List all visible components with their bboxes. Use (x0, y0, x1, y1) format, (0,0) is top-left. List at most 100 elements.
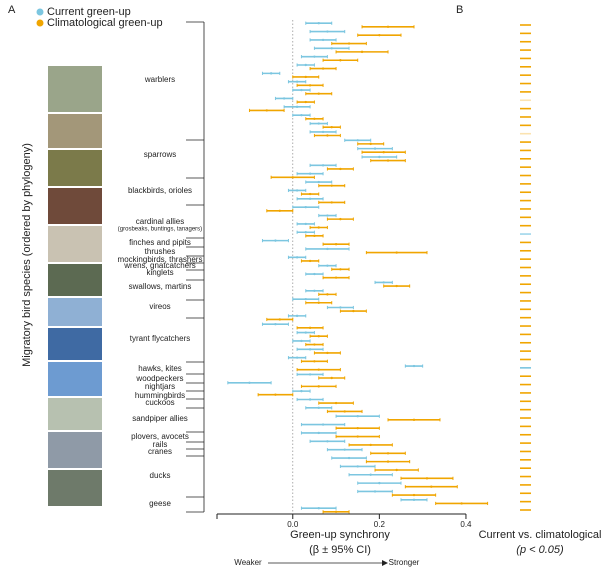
error-bar (296, 330, 315, 335)
point (412, 498, 416, 502)
point (395, 284, 398, 288)
error-bar (435, 501, 489, 506)
group-label: plovers, avocets (131, 432, 189, 441)
error-bar (404, 364, 424, 368)
error-bar (292, 205, 320, 209)
point (304, 231, 307, 234)
error-bar (326, 217, 354, 221)
error-bar (296, 222, 315, 226)
point (412, 418, 416, 422)
point (304, 222, 307, 226)
point (430, 485, 433, 488)
point (295, 80, 299, 83)
error-bar (305, 21, 333, 25)
error-bar (370, 158, 406, 163)
error-bar (296, 172, 324, 176)
point (326, 30, 329, 33)
point (343, 410, 346, 413)
point (343, 448, 346, 451)
point (382, 151, 385, 154)
error-bar (322, 276, 350, 280)
error-bar (326, 409, 363, 414)
error-bar (344, 138, 372, 142)
point (304, 75, 307, 79)
error-bar (300, 384, 337, 388)
photo (48, 264, 102, 296)
photo (48, 114, 102, 148)
group-label: vireos (149, 302, 170, 311)
error-bar (318, 401, 354, 405)
error-bar (400, 498, 428, 502)
photo (48, 432, 102, 468)
error-bar (300, 192, 320, 196)
error-bar (300, 422, 346, 427)
error-bar (322, 58, 359, 62)
error-bar (313, 351, 341, 355)
direction-label: Weaker (234, 558, 262, 567)
point (326, 264, 329, 267)
error-bar (309, 334, 328, 338)
x-axis-label: Green-up synchrony (290, 529, 390, 541)
error-bar (283, 105, 311, 109)
point (317, 122, 320, 125)
error-bar (292, 75, 320, 79)
error-bar (335, 434, 380, 439)
error-bar (331, 456, 367, 460)
point (412, 493, 416, 497)
point (330, 184, 333, 187)
error-bar (248, 108, 285, 113)
error-bar (318, 200, 346, 205)
group-label: woodpeckers (135, 374, 183, 383)
point (378, 155, 381, 159)
error-bar (300, 259, 320, 263)
error-bar (309, 67, 337, 71)
error-bar (357, 33, 402, 37)
error-bar (261, 239, 289, 243)
point (278, 318, 281, 321)
group-label: rails (153, 440, 168, 449)
point (308, 172, 312, 175)
point (369, 443, 372, 447)
point (300, 339, 303, 343)
error-bar (309, 29, 346, 34)
point (317, 22, 320, 25)
point (321, 164, 325, 167)
error-bar (309, 439, 346, 443)
panel-b-subtitle: (p < 0.05) (516, 544, 564, 556)
point (291, 176, 294, 179)
error-bar (305, 406, 333, 410)
point (295, 189, 299, 192)
point (425, 477, 429, 480)
error-bar (287, 188, 307, 193)
point (295, 314, 299, 318)
error-bar (361, 150, 406, 154)
point (360, 50, 364, 54)
error-bar (287, 255, 307, 259)
error-bar (261, 322, 289, 326)
x-tick-label: 0.2 (374, 520, 386, 529)
point (330, 376, 333, 380)
point (308, 373, 312, 376)
point (330, 125, 333, 129)
error-bar (357, 481, 402, 485)
error-bar (287, 356, 307, 360)
error-bar (274, 96, 294, 101)
error-bar (287, 314, 307, 318)
error-bar (305, 234, 324, 238)
point (326, 293, 329, 296)
error-bar (387, 418, 441, 422)
error-bar (318, 264, 337, 268)
error-bar (270, 175, 315, 179)
legend-swatch (36, 19, 44, 27)
error-bar (335, 414, 380, 418)
error-bar (305, 117, 324, 121)
error-bar (296, 347, 324, 351)
x-tick-label: 0.4 (460, 520, 472, 529)
point (317, 368, 320, 371)
point (334, 243, 338, 246)
point (412, 364, 416, 368)
point (317, 334, 320, 338)
photo (48, 226, 102, 262)
error-bar (296, 197, 324, 201)
error-bar (339, 309, 367, 313)
